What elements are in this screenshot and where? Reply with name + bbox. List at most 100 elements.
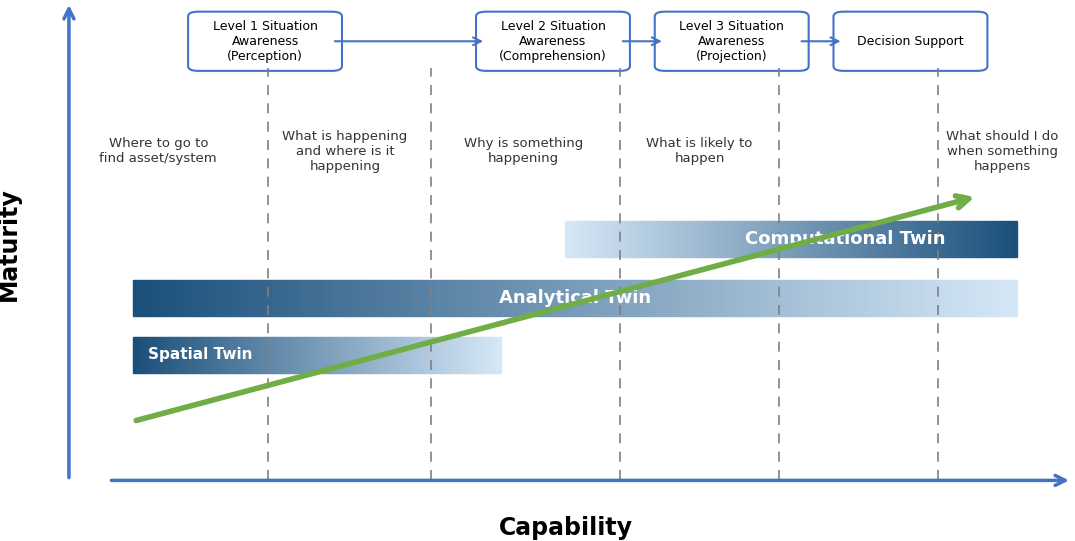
- Bar: [400, 337, 402, 373]
- Bar: [776, 280, 778, 316]
- Bar: [290, 337, 291, 373]
- Bar: [151, 337, 152, 373]
- Bar: [630, 221, 632, 256]
- Bar: [255, 280, 257, 316]
- Bar: [373, 337, 375, 373]
- Bar: [743, 280, 746, 316]
- Bar: [340, 337, 341, 373]
- Bar: [522, 280, 526, 316]
- Bar: [549, 280, 551, 316]
- Bar: [895, 221, 897, 256]
- Bar: [468, 337, 469, 373]
- Bar: [843, 221, 844, 256]
- Bar: [914, 280, 917, 316]
- Text: Maturity: Maturity: [0, 187, 22, 301]
- Text: Level 3 Situation
Awareness
(Projection): Level 3 Situation Awareness (Projection): [679, 20, 784, 63]
- Bar: [729, 280, 731, 316]
- Bar: [634, 280, 637, 316]
- Bar: [392, 280, 396, 316]
- Bar: [900, 280, 902, 316]
- Bar: [459, 337, 460, 373]
- Bar: [927, 221, 929, 256]
- Bar: [282, 337, 283, 373]
- Bar: [584, 221, 585, 256]
- Bar: [861, 280, 864, 316]
- Bar: [629, 221, 630, 256]
- Bar: [177, 337, 178, 373]
- Bar: [349, 337, 350, 373]
- Bar: [719, 221, 720, 256]
- Bar: [563, 280, 567, 316]
- Bar: [577, 221, 579, 256]
- Bar: [657, 221, 659, 256]
- Bar: [850, 221, 851, 256]
- Bar: [959, 221, 960, 256]
- Bar: [245, 280, 248, 316]
- Bar: [236, 337, 238, 373]
- Bar: [948, 221, 949, 256]
- Bar: [362, 337, 363, 373]
- Bar: [344, 337, 345, 373]
- Bar: [585, 221, 587, 256]
- Bar: [289, 280, 292, 316]
- Bar: [152, 337, 153, 373]
- Bar: [740, 221, 742, 256]
- Bar: [811, 280, 814, 316]
- Bar: [584, 280, 587, 316]
- Bar: [376, 337, 377, 373]
- Bar: [885, 221, 886, 256]
- Bar: [988, 280, 991, 316]
- Bar: [919, 221, 921, 256]
- Bar: [579, 221, 581, 256]
- Bar: [651, 280, 655, 316]
- Bar: [197, 337, 199, 373]
- Bar: [199, 337, 200, 373]
- Bar: [196, 337, 197, 373]
- Bar: [169, 280, 172, 316]
- Bar: [316, 280, 319, 316]
- Bar: [646, 280, 649, 316]
- Bar: [826, 280, 829, 316]
- Bar: [985, 280, 988, 316]
- Bar: [191, 337, 192, 373]
- Bar: [177, 280, 181, 316]
- Bar: [168, 337, 169, 373]
- Bar: [417, 337, 419, 373]
- Bar: [705, 280, 707, 316]
- Bar: [186, 337, 187, 373]
- Bar: [832, 280, 834, 316]
- Bar: [292, 280, 296, 316]
- Bar: [793, 280, 797, 316]
- Bar: [463, 337, 464, 373]
- Bar: [189, 280, 192, 316]
- Bar: [926, 221, 927, 256]
- Bar: [464, 337, 465, 373]
- Bar: [318, 337, 319, 373]
- Bar: [567, 280, 570, 316]
- Bar: [475, 337, 476, 373]
- Bar: [240, 280, 243, 316]
- Bar: [216, 280, 219, 316]
- Bar: [931, 221, 933, 256]
- Bar: [141, 337, 142, 373]
- Bar: [448, 337, 449, 373]
- Bar: [590, 280, 593, 316]
- Bar: [693, 221, 694, 256]
- Bar: [710, 221, 712, 256]
- Bar: [569, 221, 570, 256]
- Bar: [357, 280, 360, 316]
- Bar: [425, 337, 426, 373]
- Text: Level 2 Situation
Awareness
(Comprehension): Level 2 Situation Awareness (Comprehensi…: [499, 20, 607, 63]
- Bar: [957, 221, 959, 256]
- Bar: [690, 280, 693, 316]
- Bar: [361, 337, 362, 373]
- Bar: [841, 221, 843, 256]
- Bar: [176, 337, 177, 373]
- Bar: [769, 221, 770, 256]
- Bar: [328, 337, 329, 373]
- Bar: [432, 337, 433, 373]
- Bar: [142, 337, 143, 373]
- Bar: [731, 221, 732, 256]
- Bar: [231, 280, 233, 316]
- Bar: [634, 221, 636, 256]
